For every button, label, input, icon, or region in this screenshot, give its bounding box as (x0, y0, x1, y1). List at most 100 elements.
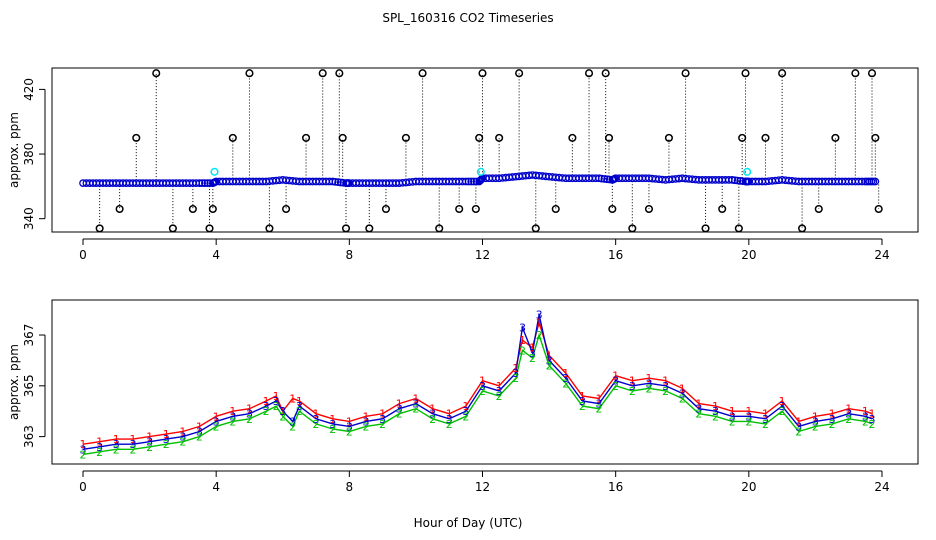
bottom-y-tick-label: 365 (22, 374, 36, 397)
spike-point (245, 69, 254, 78)
series-point-label: 3 (536, 309, 543, 322)
series-point-label: 1 (496, 380, 503, 393)
base-point (464, 177, 473, 186)
series-point-label: 2 (562, 377, 569, 390)
series-point-label: 2 (229, 415, 236, 428)
spike-point (608, 204, 617, 214)
top-plot-marks (79, 69, 883, 233)
spike-point (644, 204, 654, 214)
series-point-label: 2 (629, 385, 636, 398)
series-point-label: 3 (612, 375, 619, 388)
series-point-label: 2 (762, 418, 769, 431)
base-point (733, 176, 742, 185)
series-point-label: 3 (279, 405, 286, 418)
series-point-label: 2 (80, 448, 87, 461)
series-point-label: 3 (213, 415, 220, 428)
series-point-label: 2 (263, 405, 270, 418)
spike-point (418, 69, 427, 78)
series-point-label: 3 (729, 410, 736, 423)
series-point-label: 3 (263, 400, 270, 413)
top-x-axis: 0 4 8 12 16 20 24 (79, 238, 890, 262)
base-point (871, 177, 880, 186)
series-point-label: 3 (129, 438, 136, 451)
series-point-label: 2 (679, 393, 686, 406)
series-point-label: 1 (346, 415, 353, 428)
series-point-label: 1 (829, 408, 836, 421)
series-point-label: 3 (113, 438, 120, 451)
series-point-label: 3 (362, 415, 369, 428)
series-point-label: 2 (862, 415, 869, 428)
series-point-label: 1 (462, 400, 469, 413)
series-point-label: 3 (579, 395, 586, 408)
series-point-label: 1 (612, 370, 619, 383)
series-point-label: 3 (529, 347, 536, 360)
series-point-label: 1 (536, 316, 543, 329)
series-point-label: 3 (762, 413, 769, 426)
series-point-label: 2 (412, 403, 419, 416)
base-point (728, 176, 737, 184)
series-point-label: 1 (80, 438, 87, 451)
spike-point (871, 133, 880, 142)
series-point-label: 1 (869, 408, 876, 421)
series-point-label: 3 (462, 405, 469, 418)
base-point (858, 177, 866, 186)
series-point-label: 3 (779, 400, 786, 413)
spike-point (761, 133, 770, 142)
bottom-x-tick-label: 0 (79, 480, 87, 494)
series-point-label: 1 (279, 405, 286, 418)
series-point-label: 3 (429, 408, 436, 421)
top-plot-frame (51, 67, 919, 233)
highlight-point (476, 167, 485, 176)
top-x-tick-label: 24 (874, 248, 889, 262)
base-point (467, 177, 476, 186)
series-point-label: 3 (146, 436, 153, 449)
series-point-label: 3 (645, 377, 652, 390)
series-point-label: 2 (519, 344, 526, 357)
series-point-label: 1 (163, 428, 170, 441)
spike-point (551, 204, 560, 214)
base-point (200, 179, 209, 187)
series-point-label: 1 (213, 410, 220, 423)
series-point-label: 2 (779, 405, 786, 418)
series-point-label: 1 (479, 375, 486, 388)
series-point-label: 2 (446, 418, 453, 431)
spike-point (302, 133, 311, 142)
base-point (198, 179, 207, 187)
spike-point (741, 69, 750, 78)
spike-point (628, 224, 637, 233)
spike-point (365, 224, 374, 233)
spike-point (738, 133, 747, 142)
series-point-label: 1 (229, 405, 236, 418)
spike-point (495, 133, 504, 142)
series-point-label: 1 (289, 393, 296, 406)
top-x-tick-label: 8 (346, 248, 354, 262)
top-x-tick-label: 0 (79, 248, 87, 262)
series-point-label: 3 (446, 413, 453, 426)
series-point-label: 2 (146, 441, 153, 454)
spike-point (132, 133, 141, 142)
top-y-tick-label: 380 (22, 143, 36, 166)
spike-point (718, 204, 727, 214)
spike-point (531, 224, 540, 233)
spike-point (851, 69, 860, 78)
series-point-label: 2 (579, 400, 586, 413)
spike-point (475, 133, 484, 142)
series-point-label: 3 (845, 408, 852, 421)
series-point-label: 1 (446, 408, 453, 421)
series-point-label: 2 (612, 380, 619, 393)
base-point (600, 175, 609, 183)
series-point-label: 1 (695, 398, 702, 411)
series-point-label: 2 (729, 415, 736, 428)
series-point-label: 1 (679, 382, 686, 395)
series-point-label: 2 (496, 390, 503, 403)
top-x-tick-label: 12 (475, 248, 490, 262)
series-point-label: 1 (562, 367, 569, 380)
series-point-label: 2 (329, 423, 336, 436)
series-point-label: 2 (745, 415, 752, 428)
series-point-label: 3 (546, 354, 553, 367)
series-point-label: 1 (519, 334, 526, 347)
series-point-label: 3 (829, 413, 836, 426)
series-point-label: 2 (812, 420, 819, 433)
spike-point (568, 133, 577, 142)
